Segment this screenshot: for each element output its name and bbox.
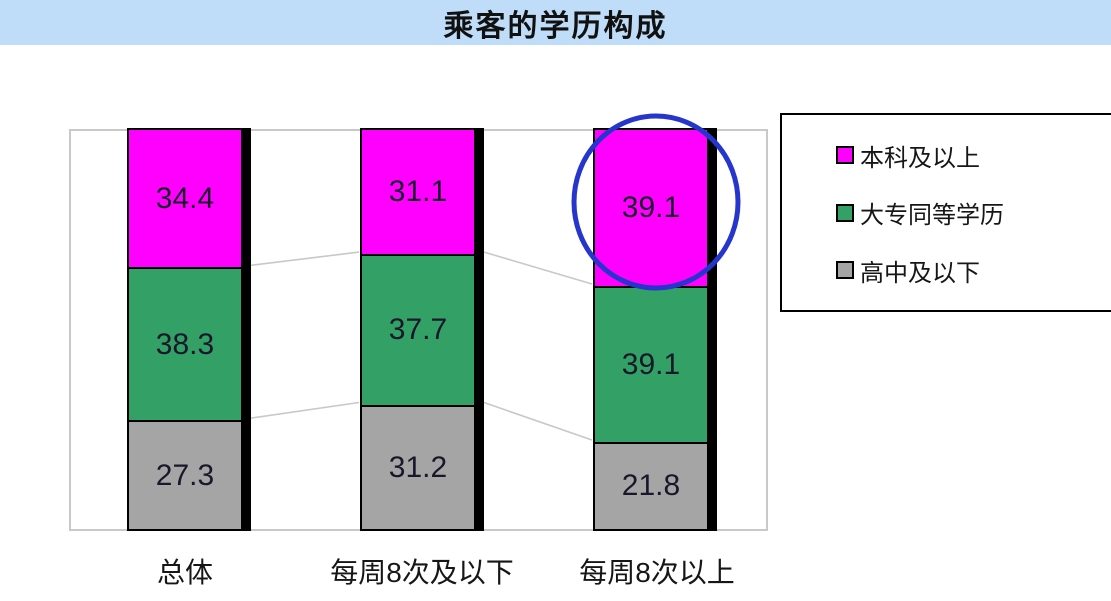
bar-segment: 34.4 <box>129 130 241 268</box>
legend-swatch-magenta-icon <box>836 146 854 164</box>
segment-value-label: 39.1 <box>621 348 681 381</box>
segment-value-label: 34.4 <box>155 181 215 215</box>
bar-segment: 37.7 <box>362 254 474 405</box>
legend: 本科及以上 大专同等学历 高中及以下 <box>780 113 1111 312</box>
stacked-bar-2: 31.1 37.7 31.2 <box>360 128 484 531</box>
legend-label-bachelor: 本科及以上 <box>860 144 980 172</box>
bar-segment: 21.8 <box>595 442 707 529</box>
segment-value-label: 37.7 <box>388 313 448 347</box>
chart-title: 乘客的学历构成 <box>443 9 668 43</box>
stacked-bar-3: 39.1 39.1 21.8 <box>593 128 717 531</box>
legend-label-college: 大专同等学历 <box>860 202 1004 229</box>
x-axis-label-8-or-less: 每周8次及以下 <box>330 557 514 588</box>
x-axis-label-overall: 总体 <box>156 557 213 588</box>
bar-segment: 39.1 <box>595 130 707 286</box>
bar-segment: 31.2 <box>362 404 474 529</box>
x-axis-label-more-than-8: 每周8次以上 <box>579 557 735 588</box>
bar-segment: 31.1 <box>362 130 474 255</box>
segment-value-label: 21.8 <box>621 469 681 503</box>
segment-value-label: 27.3 <box>155 458 215 492</box>
segment-value-label: 38.3 <box>155 327 215 361</box>
stacked-bar-1: 34.4 38.3 27.3 <box>127 128 251 531</box>
legend-item-bachelor: 本科及以上 <box>836 138 1111 173</box>
segment-value-label: 39.1 <box>621 191 681 224</box>
legend-item-highschool: 高中及以下 <box>836 253 1111 288</box>
bar-segment: 39.1 <box>595 286 707 442</box>
bar-segment: 38.3 <box>129 267 241 421</box>
segment-value-label: 31.1 <box>388 175 448 209</box>
bar-segment: 27.3 <box>129 420 241 529</box>
segment-value-label: 31.2 <box>388 450 448 484</box>
chart-title-bar: 乘客的学历构成 <box>0 0 1111 45</box>
legend-swatch-green-icon <box>836 203 854 222</box>
legend-item-college: 大专同等学历 <box>836 195 1111 230</box>
legend-label-highschool: 高中及以下 <box>860 259 980 287</box>
legend-swatch-gray-icon <box>836 261 854 279</box>
